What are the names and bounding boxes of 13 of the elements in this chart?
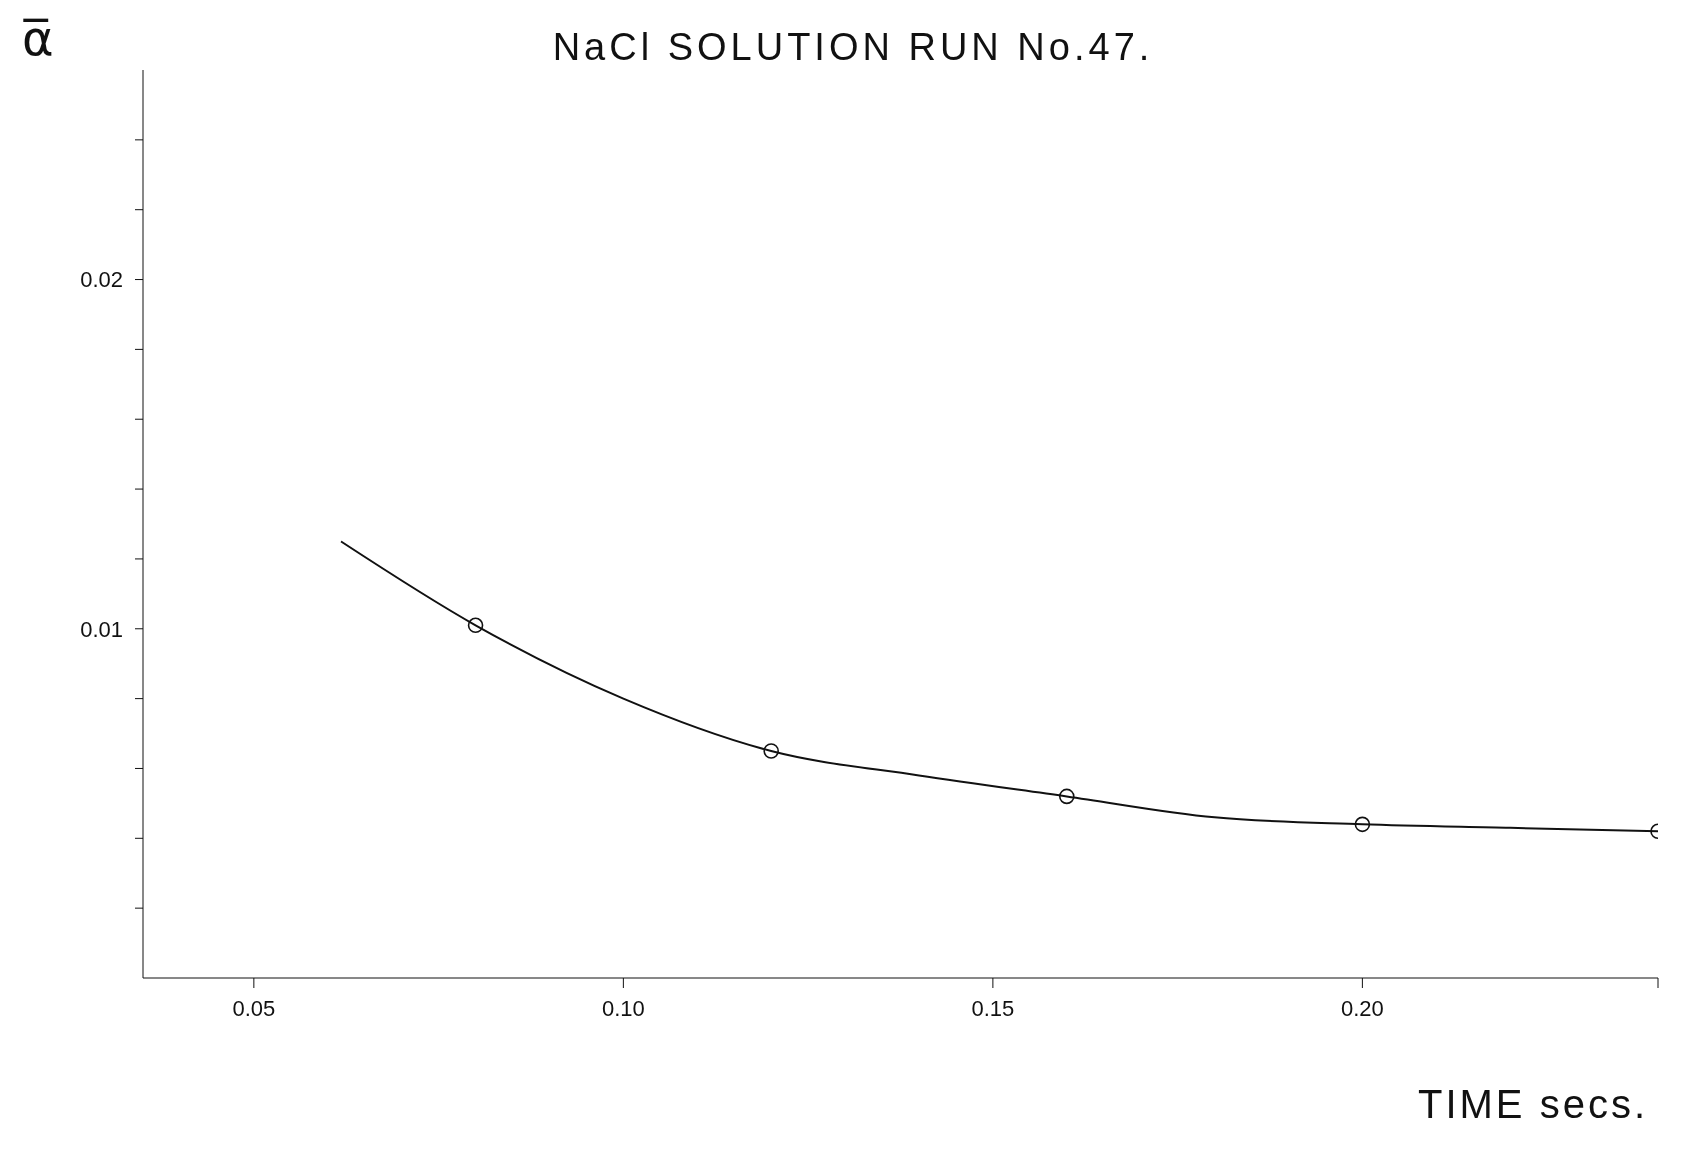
point: [763, 743, 779, 759]
x-tick-label: 0.20: [1340, 995, 1384, 1021]
point: [467, 617, 484, 634]
y-axis-title: α̅: [22, 10, 54, 66]
point: [1354, 816, 1371, 833]
chart-title: NaCl SOLUTION RUN No.47.: [552, 26, 1154, 68]
y-tick-label: 0.02: [80, 267, 123, 293]
y-tick-label: 0.01: [80, 616, 123, 642]
x-axis-title: TIME secs.: [1417, 1082, 1648, 1126]
point: [1058, 788, 1075, 805]
x-tick-label: 0.15: [971, 995, 1015, 1021]
x-tick-label: 0.10: [601, 995, 645, 1021]
x-tick-label: 0.05: [232, 995, 276, 1021]
